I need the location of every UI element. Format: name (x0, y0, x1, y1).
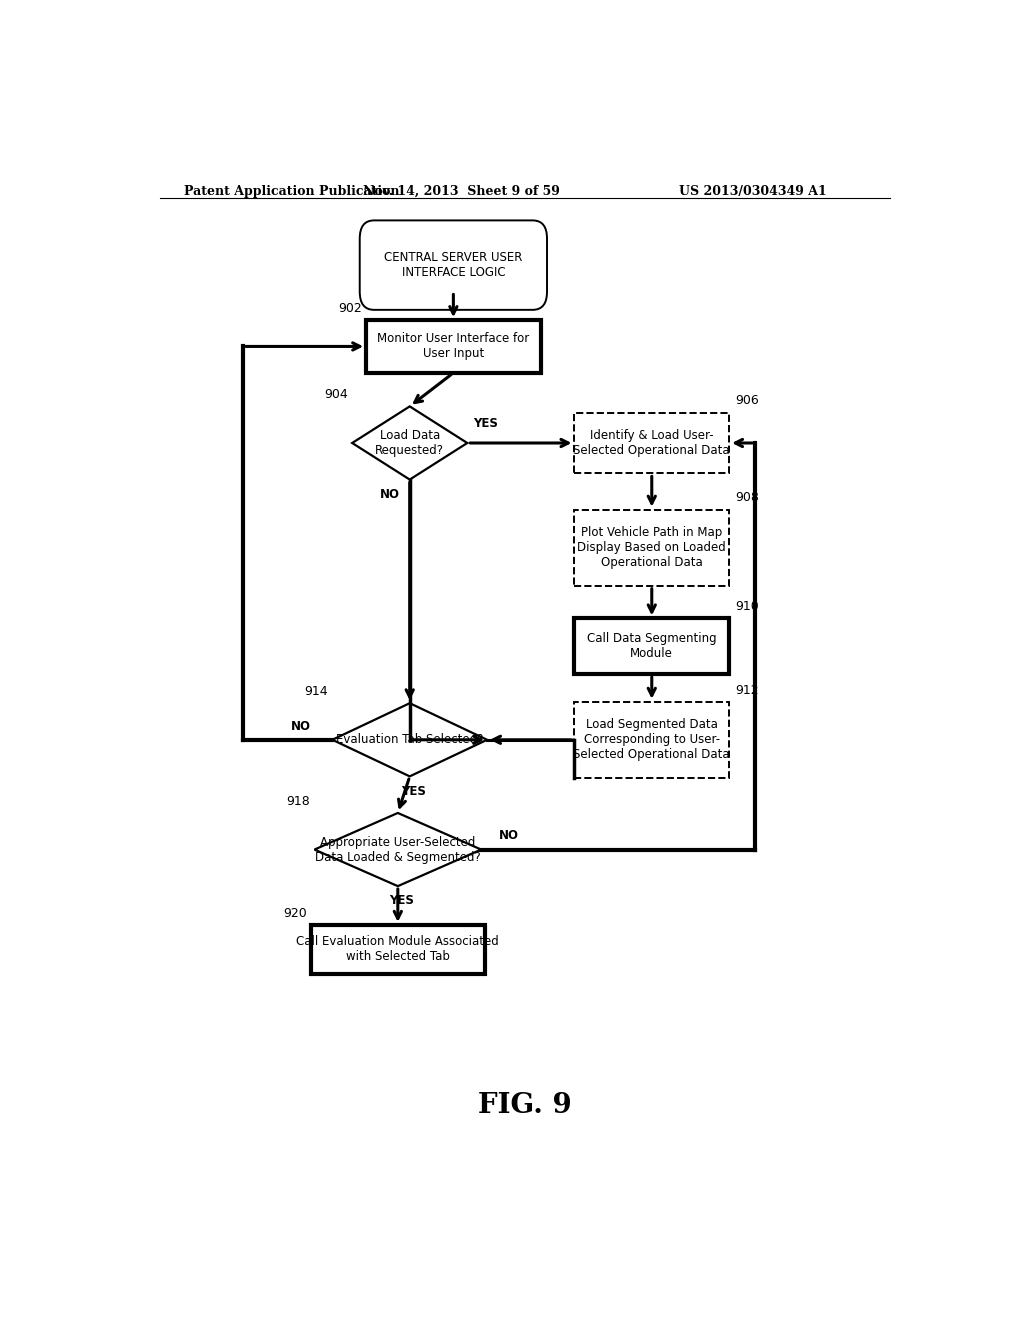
Text: Load Data
Requested?: Load Data Requested? (375, 429, 444, 457)
Text: 902: 902 (338, 302, 362, 315)
Text: 912: 912 (735, 684, 759, 697)
Text: YES: YES (474, 417, 499, 430)
Text: Identify & Load User-
Selected Operational Data: Identify & Load User- Selected Operation… (573, 429, 730, 457)
Bar (574, 618, 729, 675)
Text: CENTRAL SERVER USER
INTERFACE LOGIC: CENTRAL SERVER USER INTERFACE LOGIC (384, 251, 522, 279)
Text: 918: 918 (287, 795, 310, 808)
Text: NO: NO (291, 719, 310, 733)
Polygon shape (314, 813, 481, 886)
Text: 908: 908 (735, 491, 760, 504)
Text: Patent Application Publication: Patent Application Publication (183, 185, 399, 198)
Bar (574, 510, 729, 586)
Text: NO: NO (380, 488, 400, 500)
Bar (574, 702, 729, 777)
FancyBboxPatch shape (359, 220, 547, 310)
Text: Call Data Segmenting
Module: Call Data Segmenting Module (587, 632, 717, 660)
Text: 914: 914 (304, 685, 329, 698)
Text: YES: YES (401, 784, 426, 797)
Text: YES: YES (389, 895, 415, 907)
Polygon shape (333, 704, 487, 776)
Text: Evaluation Tab Selected?: Evaluation Tab Selected? (336, 734, 483, 746)
Polygon shape (352, 407, 467, 479)
Text: Appropriate User-Selected
Data Loaded & Segmented?: Appropriate User-Selected Data Loaded & … (315, 836, 480, 863)
Text: FIG. 9: FIG. 9 (478, 1092, 571, 1119)
Text: Plot Vehicle Path in Map
Display Based on Loaded
Operational Data: Plot Vehicle Path in Map Display Based o… (578, 527, 726, 569)
Text: Load Segmented Data
Corresponding to User-
Selected Operational Data: Load Segmented Data Corresponding to Use… (573, 718, 730, 762)
Text: Nov. 14, 2013  Sheet 9 of 59: Nov. 14, 2013 Sheet 9 of 59 (362, 185, 560, 198)
Text: 906: 906 (735, 395, 759, 408)
Text: 904: 904 (325, 388, 348, 401)
Bar (310, 925, 485, 974)
Bar (574, 413, 729, 474)
Text: 920: 920 (283, 907, 306, 920)
Text: US 2013/0304349 A1: US 2013/0304349 A1 (679, 185, 826, 198)
Text: 910: 910 (735, 601, 759, 614)
Text: NO: NO (499, 829, 519, 842)
Text: Call Evaluation Module Associated
with Selected Tab: Call Evaluation Module Associated with S… (297, 935, 499, 964)
Text: Monitor User Interface for
User Input: Monitor User Interface for User Input (377, 333, 529, 360)
Bar (367, 319, 541, 372)
